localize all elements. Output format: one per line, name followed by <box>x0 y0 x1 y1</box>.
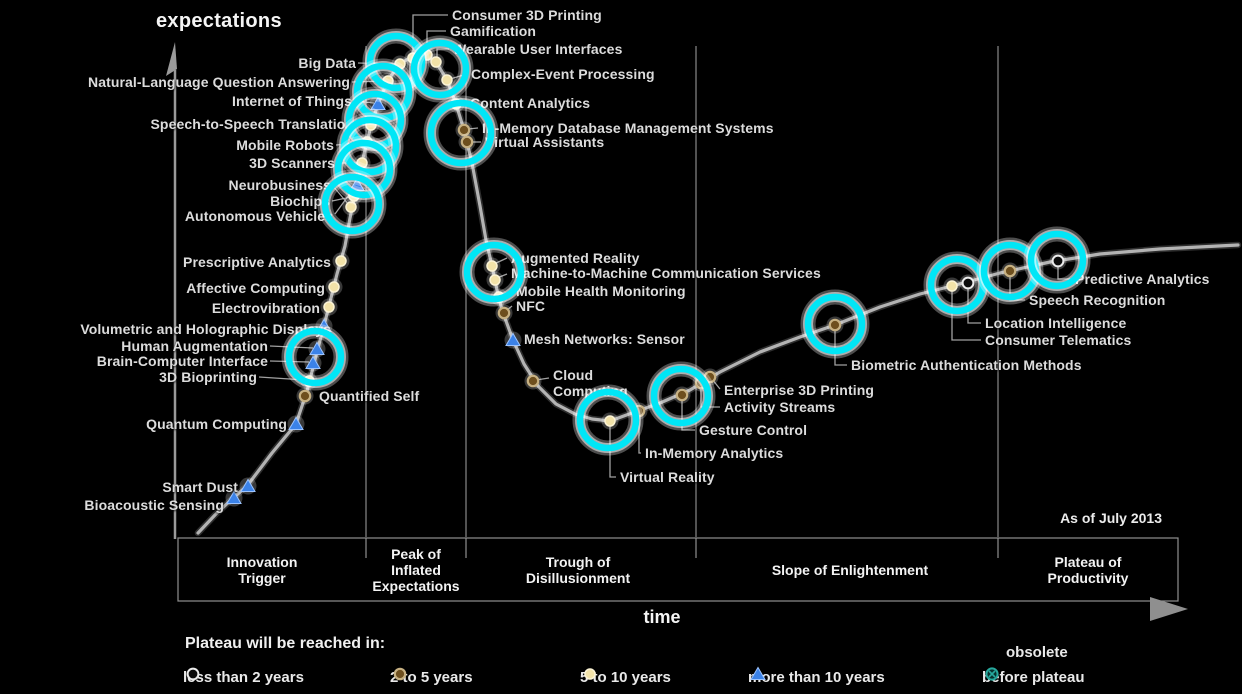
x-axis-label: time <box>643 607 681 627</box>
open-circle-icon <box>186 667 200 681</box>
point-label: 3D Scanners <box>249 155 335 171</box>
point-marker <box>225 489 243 507</box>
legend-item: 5 to 10 years <box>580 665 671 689</box>
point-label: Predictive Analytics <box>1075 271 1210 287</box>
point-label: Consumer 3D Printing <box>452 7 602 23</box>
point-label: Location Intelligence <box>985 315 1127 331</box>
point-label: Smart Dust <box>162 479 238 495</box>
legend-item: less than 2 years <box>183 665 304 689</box>
point-marker <box>524 372 542 390</box>
phase-label: Slope of Enlightenment <box>771 561 929 578</box>
point-marker <box>504 331 522 349</box>
phase-label: Trough of Disillusionment <box>525 553 631 586</box>
legend-label: 2 to 5 years <box>390 668 473 686</box>
time-arrow-icon <box>1150 597 1188 621</box>
point-marker <box>239 477 257 495</box>
point-label: Augmented Reality <box>511 250 640 266</box>
legend-item: 2 to 5 years <box>390 665 473 689</box>
legend-marker-2_to_5 <box>393 667 407 681</box>
phase-label: Peak of Inflated Expectations <box>372 545 460 594</box>
point-label: Volumetric and Holographic Displays <box>80 321 331 337</box>
triangle-marker-icon <box>240 478 256 492</box>
point-label: Affective Computing <box>186 280 325 296</box>
obsolete-x-icon <box>988 670 996 678</box>
triangle-marker-icon <box>750 666 766 680</box>
yellow-dot-icon <box>323 301 335 313</box>
phase-label: Innovation Trigger <box>226 553 298 586</box>
point-label: Mesh Networks: Sensor <box>524 331 685 347</box>
point-label: In-Memory Database Management Systems <box>482 120 774 136</box>
brown-dot-icon <box>526 374 540 388</box>
point-label: Gamification <box>450 23 536 39</box>
point-label: Internet of Things <box>231 93 352 109</box>
legend-marker-5_to_10 <box>584 668 596 680</box>
legend-label: before plateau <box>982 668 1085 686</box>
point-marker <box>296 387 314 405</box>
point-label: Autonomous Vehicles <box>184 208 333 224</box>
point-label: Wearable User Interfaces <box>453 41 623 57</box>
point-marker <box>495 304 513 322</box>
point-label: Prescriptive Analytics <box>183 254 331 270</box>
point-label: Machine-to-Machine Communication Service… <box>511 265 821 281</box>
point-label: Speech Recognition <box>1029 292 1166 308</box>
point-label: Big Data <box>298 55 356 71</box>
yellow-dot-icon <box>335 255 347 267</box>
yellow-dot-icon <box>584 668 596 680</box>
triangle-marker-icon <box>505 332 521 346</box>
point-label: Consumer Telematics <box>985 332 1132 348</box>
legend-label: more than 10 years <box>748 668 885 686</box>
phase-label: Plateau of Productivity <box>1047 553 1129 586</box>
brown-dot-icon <box>497 306 511 320</box>
legend-label: less than 2 years <box>183 668 304 686</box>
point-marker <box>332 252 350 270</box>
point-label: Quantified Self <box>319 388 420 404</box>
point-label: Virtual Reality <box>620 469 715 485</box>
legend-marker-less_than_2 <box>186 667 200 681</box>
legend-item: before plateau <box>982 665 1085 689</box>
point-label: Neurobusiness <box>228 177 331 193</box>
brown-dot-icon <box>298 389 312 403</box>
point-label: Biometric Authentication Methods <box>851 357 1082 373</box>
yellow-dot-icon <box>328 281 340 293</box>
point-label: Human Augmentation <box>121 338 268 354</box>
point-label: Virtual Assistants <box>485 134 605 150</box>
point-label: Enterprise 3D Printing <box>724 382 875 398</box>
point-label: Gesture Control <box>699 422 808 438</box>
point-marker <box>320 298 338 316</box>
as-of-date: As of July 2013 <box>1060 510 1162 526</box>
legend-item: more than 10 years <box>748 665 885 689</box>
legend-marker-obsolete <box>985 667 999 681</box>
point-label: Speech-to-Speech Translation <box>150 116 354 132</box>
point-label: Quantum Computing <box>146 416 287 432</box>
point-label: NFC <box>516 298 546 314</box>
triangle-marker-icon <box>226 490 242 504</box>
triangle-marker-icon <box>288 416 304 430</box>
point-label: Content Analytics <box>470 95 591 111</box>
brown-dot-icon <box>393 667 407 681</box>
legend-label: 5 to 10 years <box>580 668 671 686</box>
point-label: Complex-Event Processing <box>471 66 655 82</box>
legend-label-above: obsolete <box>1006 644 1068 661</box>
point-label: Cloud Computing <box>553 367 628 399</box>
legend-marker-more_than_10 <box>750 666 766 680</box>
point-label: Bioacoustic Sensing <box>84 497 224 513</box>
y-axis-label: expectations <box>156 10 282 32</box>
point-label: Natural-Language Question Answering <box>87 74 350 90</box>
point-label: Mobile Robots <box>236 137 334 153</box>
point-marker <box>325 278 343 296</box>
point-marker <box>287 415 305 433</box>
point-label: Mobile Health Monitoring <box>516 283 686 299</box>
point-label: In-Memory Analytics <box>645 445 784 461</box>
point-label: 3D Bioprinting <box>159 369 257 385</box>
time-axis-band <box>177 537 1179 602</box>
point-label: Activity Streams <box>724 399 836 415</box>
point-label: Biochips <box>270 193 330 209</box>
point-label: Electrovibration <box>211 300 320 316</box>
expectations-arrow-icon <box>166 42 177 76</box>
point-label: Brain-Computer Interface <box>96 353 268 369</box>
legend-heading: Plateau will be reached in: <box>185 635 386 652</box>
